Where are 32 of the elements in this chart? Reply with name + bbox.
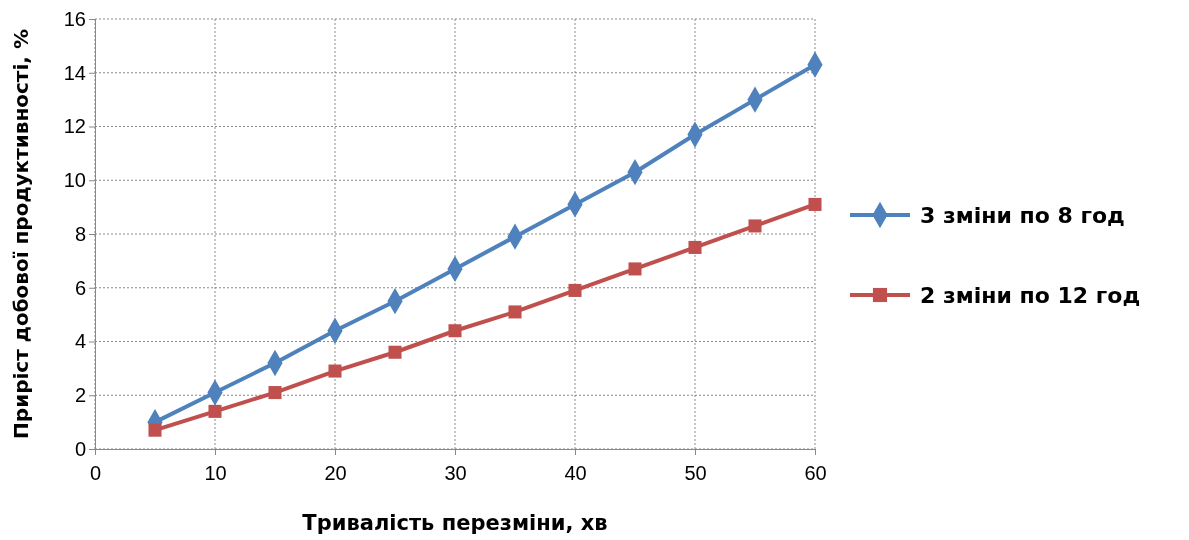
- legend-label: 3 зміни по 8 год: [920, 203, 1125, 228]
- legend-label: 2 зміни по 12 год: [920, 283, 1141, 308]
- y-tick-label: 6: [74, 276, 86, 299]
- point: [448, 324, 462, 338]
- x-tick-label: 60: [804, 462, 827, 484]
- point: [388, 345, 402, 359]
- y-tick-label: 2: [74, 384, 86, 407]
- y-tick-label: 10: [63, 169, 86, 192]
- x-tick-label: 50: [684, 462, 707, 484]
- x-tick-label: 10: [204, 462, 227, 484]
- x-tick-label: 20: [324, 462, 347, 484]
- point: [208, 404, 222, 418]
- point: [508, 305, 522, 319]
- x-tick-label: 40: [564, 462, 587, 484]
- y-tick-label: 0: [74, 437, 86, 460]
- y-tick-label: 4: [74, 330, 86, 353]
- y-axis-title: Приріст добової продуктивності, %: [9, 29, 33, 439]
- point: [628, 262, 642, 276]
- point: [748, 219, 762, 233]
- point: [808, 197, 822, 211]
- point: [148, 423, 162, 437]
- point: [268, 386, 282, 400]
- y-tick-label: 8: [74, 222, 86, 245]
- y-tick-label: 16: [63, 7, 86, 30]
- x-tick-label: 30: [444, 462, 467, 484]
- point: [328, 364, 342, 378]
- x-tick-label: 0: [89, 462, 102, 484]
- y-tick-label: 12: [63, 115, 86, 138]
- y-tick-label: 14: [63, 61, 86, 84]
- x-axis-title: Тривалість перезміни, хв: [302, 511, 608, 535]
- point: [568, 283, 582, 297]
- point: [688, 240, 702, 254]
